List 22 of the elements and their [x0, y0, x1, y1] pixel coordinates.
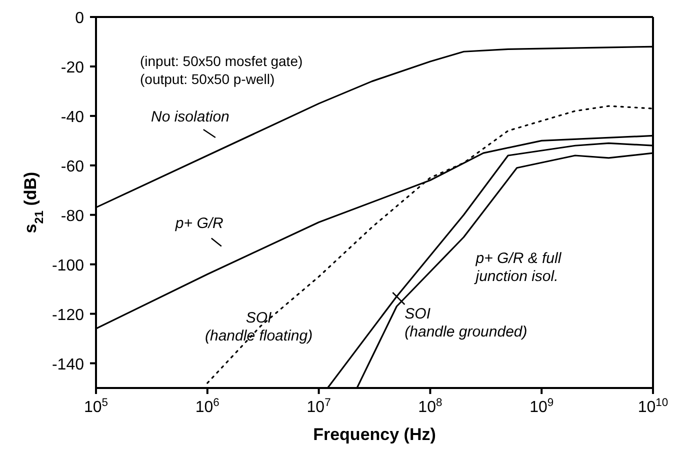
- x-tick-label: 10$^{5}$: [84, 397, 108, 416]
- legend-label: SOI (handle grounded): [404, 305, 528, 340]
- series-label: p+ G/R & full junction isol.: [474, 250, 562, 286]
- annotation: (input: 50x50 mosfet gate): [140, 52, 303, 70]
- series-label: SOI (handle floating): [205, 310, 313, 345]
- y-tick-label: -140: [52, 356, 84, 374]
- y-tick-label: 0: [75, 10, 84, 27]
- x-tick-label: 10$^{6}$: [195, 397, 220, 416]
- y-tick-label: -100: [52, 257, 84, 274]
- x-tick-label: 10$^{9}$: [530, 397, 554, 416]
- y-tick-label: -60: [60, 158, 84, 176]
- y-tick-label: -20: [60, 59, 84, 76]
- x-axis-title: Frequency (Hz): [313, 425, 436, 444]
- text: p+ G/R: [174, 215, 224, 232]
- x-tick-label: 10$^{10}$: [638, 397, 668, 416]
- y-tick-label: -120: [52, 306, 84, 324]
- x-tick-label: 10$^{7}$: [306, 397, 331, 416]
- series-label: No isolation: [151, 108, 230, 126]
- y-tick-label: -40: [60, 108, 84, 126]
- y-tick-label: -80: [60, 208, 84, 225]
- annotation: (output: 50x50 p-well): [140, 70, 276, 88]
- x-tick-label: 10$^{8}$: [418, 397, 442, 416]
